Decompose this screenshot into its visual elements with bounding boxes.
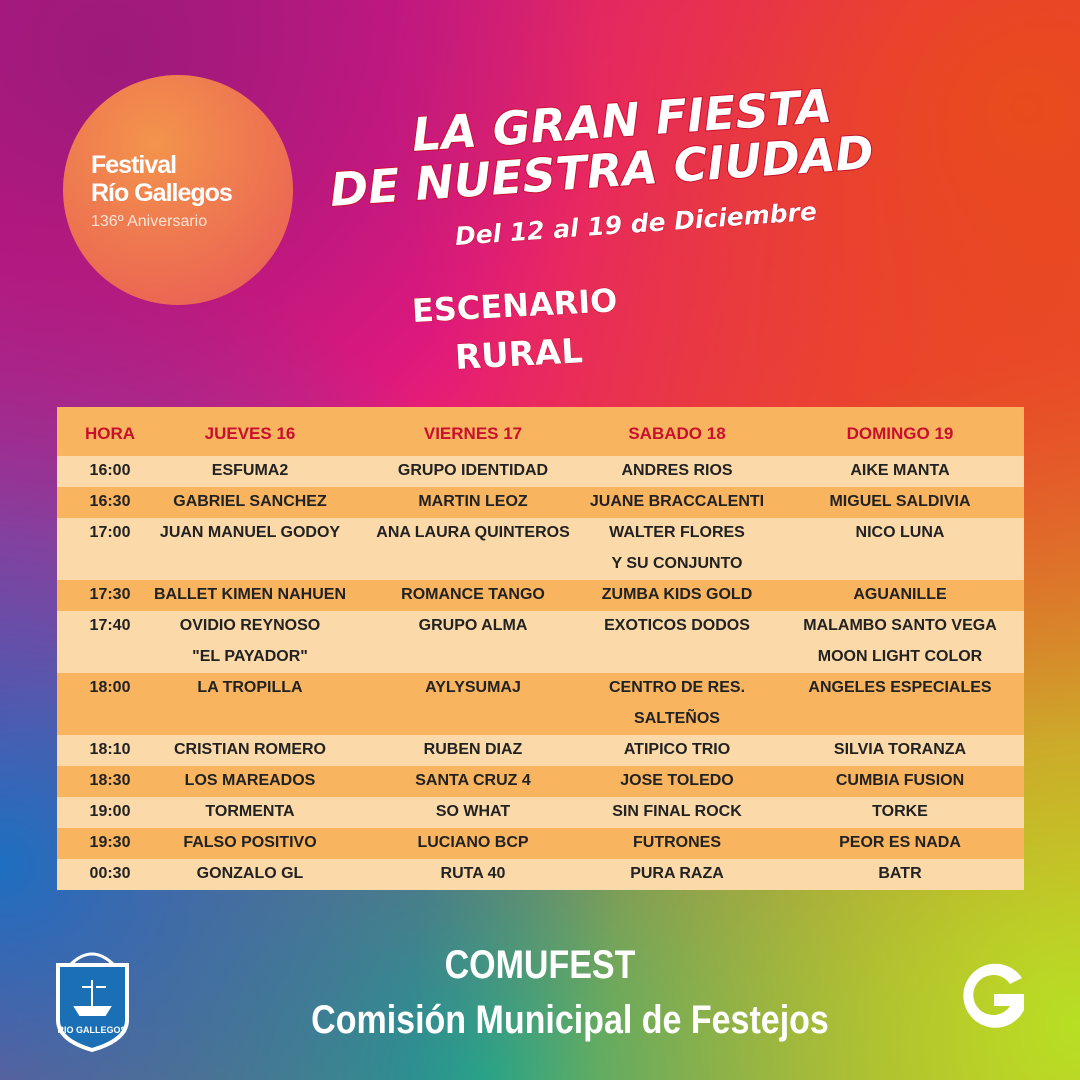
artist-cell: SO WHAT xyxy=(435,803,511,820)
artist-cell: ROMANCE TANGO xyxy=(401,586,545,603)
artist-cell: CRISTIAN ROMERO xyxy=(174,741,326,758)
footer-title: COMUFEST xyxy=(444,943,636,987)
artist-cell: SILVIA TORANZA xyxy=(833,741,967,758)
artist-cell: RUBEN DIAZ xyxy=(423,741,523,758)
artist-cell: MIGUEL SALDIVIA xyxy=(829,493,971,510)
artist-cell: CENTRO DE RES. xyxy=(608,679,746,696)
festival-logo: Festival Río Gallegos 136º Aniversario xyxy=(63,75,293,305)
time-cell: 18:30 xyxy=(89,772,131,789)
artist-cell: AGUANILLE xyxy=(853,586,947,603)
table-row xyxy=(57,580,1024,611)
artist-cell: GABRIEL SANCHEZ xyxy=(173,493,327,510)
artist-cell: PEOR ES NADA xyxy=(839,834,961,851)
date: Del 12 al 19 de Diciembre xyxy=(453,196,818,251)
artist-cell: RUTA 40 xyxy=(440,865,506,882)
artist-cell: GRUPO ALMA xyxy=(418,617,528,634)
table-row xyxy=(57,828,1024,859)
artist-cell: SANTA CRUZ 4 xyxy=(415,772,531,789)
table-row xyxy=(57,735,1024,766)
table-row xyxy=(57,611,1024,673)
artist-cell: TORKE xyxy=(872,803,928,820)
artist-cell: BATR xyxy=(878,865,922,882)
table-row xyxy=(57,766,1024,797)
g-logo xyxy=(963,963,1024,1028)
column-header: JUEVES 16 xyxy=(204,424,296,443)
column-header: HORA xyxy=(84,424,136,443)
column-header: VIERNES 17 xyxy=(423,424,523,443)
artist-cell: ANA LAURA QUINTEROS xyxy=(376,524,570,541)
time-cell: 00:30 xyxy=(89,865,131,882)
logo-text: Río Gallegos xyxy=(91,179,233,207)
time-cell: 18:00 xyxy=(89,679,131,696)
artist-cell: TORMENTA xyxy=(205,803,295,820)
artist-cell: AIKE MANTA xyxy=(850,462,950,479)
table-row xyxy=(57,859,1024,890)
artist-cell: "EL PAYADOR" xyxy=(192,648,308,665)
column-header: SABADO 18 xyxy=(628,424,726,443)
time-cell: 16:00 xyxy=(89,462,131,479)
artist-cell: LA TROPILLA xyxy=(197,679,303,696)
artist-cell: LOS MAREADOS xyxy=(184,772,316,789)
table-row xyxy=(57,518,1024,580)
table-row xyxy=(57,456,1024,487)
artist-cell: FALSO POSITIVO xyxy=(183,834,317,851)
table-row xyxy=(57,797,1024,828)
time-cell: 18:10 xyxy=(89,741,131,758)
artist-cell: ESFUMA2 xyxy=(211,462,289,479)
table-row xyxy=(57,673,1024,735)
artist-cell: SALTEÑOS xyxy=(634,710,720,727)
artist-cell: FUTRONES xyxy=(633,834,721,851)
artist-cell: NICO LUNA xyxy=(855,524,945,541)
artist-cell: OVIDIO REYNOSO xyxy=(179,617,321,634)
artist-cell: SIN FINAL ROCK xyxy=(612,803,742,820)
logo-subtext: 136º Aniversario xyxy=(91,213,208,230)
time-cell: 16:30 xyxy=(89,493,131,510)
artist-cell: ANDRES RIOS xyxy=(621,462,733,479)
crest-text: RIO GALLEGOS xyxy=(57,1025,126,1035)
column-header: DOMINGO 19 xyxy=(846,424,954,443)
artist-cell: MARTIN LEOZ xyxy=(418,493,528,510)
logo-text: Festival xyxy=(91,151,177,179)
schedule-table: HORA JUEVES 16 VIERNES 17 SABADO 18 DOMINGO … xyxy=(57,407,1024,890)
time-cell: 19:00 xyxy=(89,803,131,820)
artist-cell: GONZALO GL xyxy=(196,865,304,882)
time-cell: 17:40 xyxy=(89,617,131,634)
artist-cell: MALAMBO SANTO VEGA xyxy=(803,617,997,634)
artist-cell: WALTER FLORES xyxy=(609,524,745,541)
stage: ESCENARIO xyxy=(411,281,619,331)
artist-cell: BALLET KIMEN NAHUEN xyxy=(154,586,346,603)
artist-cell: GRUPO IDENTIDAD xyxy=(397,462,549,479)
stage: RURAL xyxy=(453,331,584,379)
city-crest: RIO GALLEGOS xyxy=(56,952,129,1053)
footer-subtitle: Comisión Municipal de Festejos xyxy=(311,998,829,1042)
table-row xyxy=(57,487,1024,518)
time-cell: 17:00 xyxy=(89,524,131,541)
artist-cell: MOON LIGHT COLOR xyxy=(817,648,983,665)
artist-cell: ATIPICO TRIO xyxy=(623,741,731,758)
artist-cell: JUANE BRACCALENTI xyxy=(589,493,765,510)
time-cell: 17:30 xyxy=(89,586,131,603)
artist-cell: ANGELES ESPECIALES xyxy=(808,679,992,696)
artist-cell: JUAN MANUEL GODOY xyxy=(159,524,341,541)
artist-cell: LUCIANO BCP xyxy=(417,834,529,851)
artist-cell: EXOTICOS DODOS xyxy=(604,617,750,634)
artist-cell: JOSE TOLEDO xyxy=(620,772,734,789)
artist-cell: AYLYSUMAJ xyxy=(425,679,521,696)
artist-cell: CUMBIA FUSION xyxy=(835,772,965,789)
artist-cell: Y SU CONJUNTO xyxy=(611,555,743,572)
artist-cell: ZUMBA KIDS GOLD xyxy=(601,586,753,603)
time-cell: 19:30 xyxy=(89,834,131,851)
artist-cell: PURA RAZA xyxy=(630,865,724,882)
